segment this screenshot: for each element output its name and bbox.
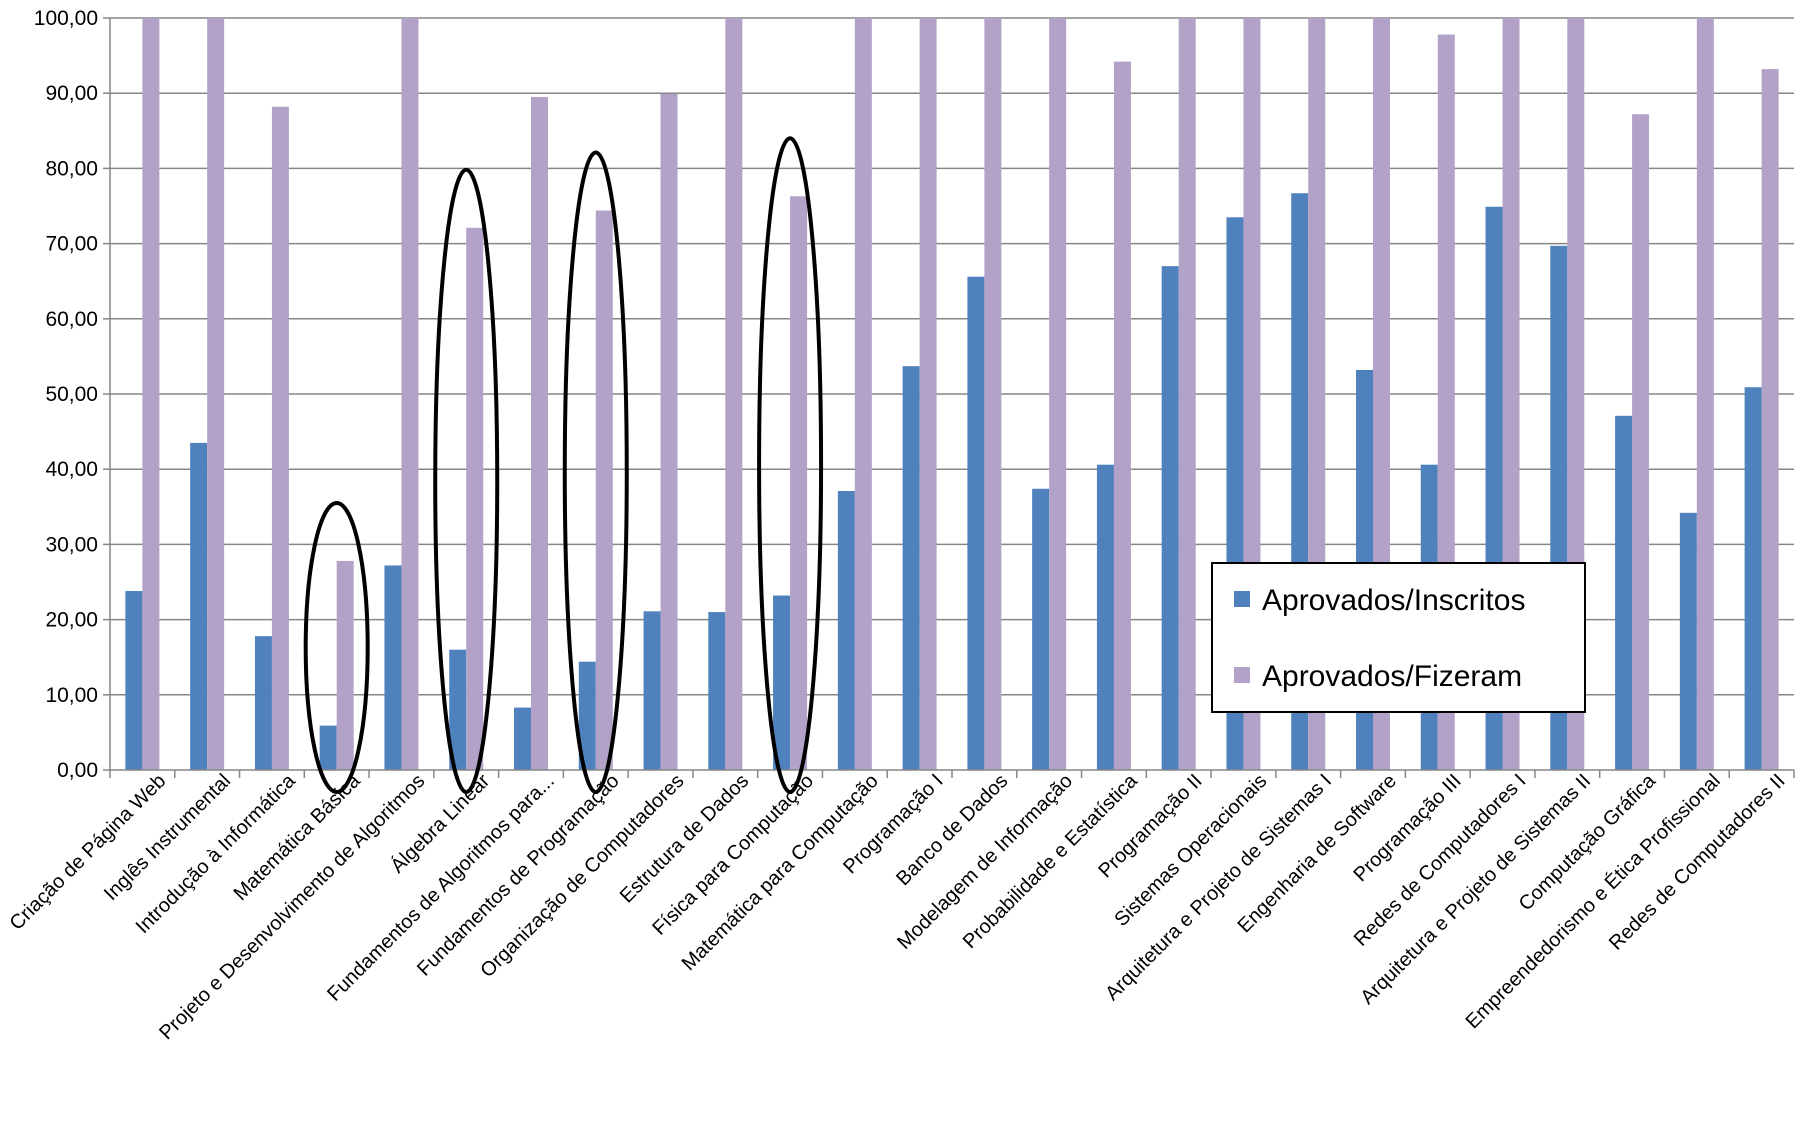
bar-aprovados-fizeram (1049, 18, 1067, 770)
legend-swatch-aprovados-inscritos (1234, 591, 1250, 607)
bar-aprovados-fizeram (336, 560, 354, 770)
x-tick-label: Banco de Dados (892, 770, 1012, 890)
y-tick-label: 20,00 (45, 609, 98, 632)
bar-aprovados-inscritos (643, 611, 661, 770)
bar-aprovados-fizeram (725, 18, 743, 770)
highlight-ellipse (757, 136, 824, 794)
bar-aprovados-fizeram (660, 93, 678, 770)
bar-aprovados-inscritos (837, 491, 855, 770)
legend: Aprovados/Inscritos Aprovados/Fizeram (1211, 562, 1586, 713)
bar-aprovados-inscritos (319, 725, 337, 770)
legend-box (1211, 562, 1586, 713)
y-tick-label: 40,00 (45, 458, 98, 481)
highlight-ellipses (303, 136, 824, 794)
bar-aprovados-fizeram (919, 18, 937, 770)
bar-aprovados-fizeram (271, 106, 289, 770)
bar-aprovados-fizeram (1632, 114, 1650, 771)
bar-aprovados-inscritos (1096, 464, 1114, 770)
y-axis-ticks: 0,00 10,00 20,00 30,00 40,00 50,00 60,00 70,00 8… (34, 7, 110, 782)
bar-aprovados-inscritos (1744, 387, 1762, 770)
x-tick-label: Arquitetura e Projeto de Sistemas I (1101, 770, 1336, 1005)
bar-aprovados-fizeram (1696, 18, 1714, 770)
bar-aprovados-inscritos (1679, 512, 1697, 770)
bar-aprovados-fizeram (531, 96, 548, 770)
bar-aprovados-fizeram (790, 196, 808, 770)
bar-aprovados-fizeram (984, 18, 1002, 770)
legend-swatch-aprovados-fizeram (1234, 667, 1250, 683)
y-tick-label: 80,00 (45, 157, 98, 180)
x-tick-label: Inglês Instrumental (100, 770, 235, 905)
bar-aprovados-inscritos (773, 595, 791, 770)
bar-aprovados-inscritos (902, 366, 920, 770)
bar-aprovados-fizeram (207, 18, 225, 770)
bar-aprovados-inscritos (967, 276, 985, 770)
bar-aprovados-inscritos (514, 707, 531, 770)
legend-label-aprovados-fizeram: Aprovados/Fizeram (1262, 660, 1522, 693)
bars (125, 18, 1779, 771)
y-tick-label: 90,00 (45, 82, 98, 105)
y-tick-label: 0,00 (57, 759, 98, 782)
bar-aprovados-fizeram (1113, 61, 1131, 770)
bar-aprovados-inscritos (578, 661, 596, 770)
y-tick-label: 70,00 (45, 233, 98, 256)
y-tick-label: 50,00 (45, 383, 98, 406)
y-tick-label: 10,00 (45, 684, 98, 707)
highlight-ellipse (303, 500, 370, 794)
bar-aprovados-fizeram (1761, 69, 1779, 771)
y-tick-label: 30,00 (45, 533, 98, 556)
bar-aprovados-inscritos (708, 612, 726, 770)
bar-aprovados-inscritos (1161, 266, 1179, 770)
bar-aprovados-inscritos (1615, 415, 1633, 770)
y-tick-label: 60,00 (45, 308, 98, 331)
bar-aprovados-fizeram (401, 18, 419, 770)
highlight-ellipse (433, 167, 500, 794)
bar-aprovados-inscritos (1032, 488, 1050, 770)
highlight-ellipse (562, 150, 629, 794)
bar-aprovados-fizeram (854, 18, 872, 770)
bar-aprovados-fizeram (595, 210, 613, 771)
x-tick-label: Fundamentos de Algoritmos para... (323, 770, 559, 1006)
bar-aprovados-inscritos (449, 649, 467, 770)
bar-aprovados-inscritos (190, 442, 208, 770)
legend-label-aprovados-inscritos: Aprovados/Inscritos (1262, 584, 1525, 617)
bar-aprovados-fizeram (142, 18, 160, 770)
bar-aprovados-inscritos (125, 591, 143, 770)
bar-aprovados-inscritos (384, 565, 402, 770)
bar-aprovados-fizeram (466, 227, 484, 771)
x-tick-label: Arquitetura e Projeto de Sistemas II (1356, 770, 1595, 1009)
y-tick-label: 100,00 (34, 7, 98, 30)
bar-aprovados-inscritos (254, 636, 272, 770)
bar-aprovados-fizeram (1178, 18, 1196, 770)
